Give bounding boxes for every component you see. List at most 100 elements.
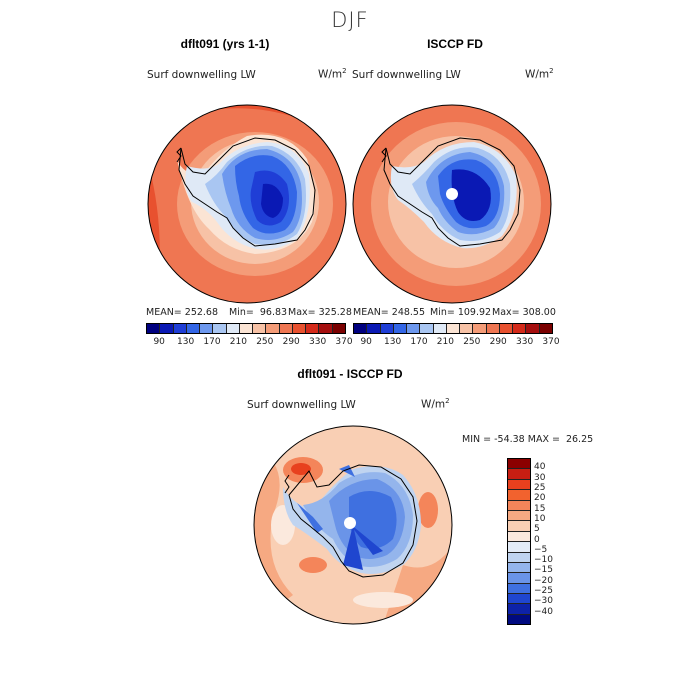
model-max-stat: Max= 325.28 [288,307,352,318]
colorbar-tick-label: 90 [153,337,165,347]
colorbar-tick-label: 210 [229,337,247,347]
model-min-stat: Min= 96.83 [229,307,288,318]
colorbar-swatch [508,459,530,469]
colorbar-tick-label: 170 [203,337,221,347]
colorbar-swatch [199,324,213,333]
colorbar-swatch [432,324,446,333]
colorbar-swatch [538,324,552,333]
colorbar-swatch [508,499,530,510]
obs-max-stat: Max= 308.00 [492,307,556,318]
colorbar-swatch [459,324,473,333]
colorbar-swatch [291,324,306,333]
colorbar-swatch [406,324,420,333]
colorbar-swatch [508,593,530,604]
colorbar-tick-label: −15 [534,565,553,576]
obs-panel-title: ISCCP FD [427,37,483,51]
diff-variable-label: Surf downwelling LW [247,399,356,411]
colorbar-swatch [485,324,499,333]
colorbar-swatch [318,324,332,333]
model-polar-map [147,104,347,304]
colorbar-tick-label: 130 [384,337,402,347]
colorbar-swatch [508,551,530,562]
colorbar-swatch [419,324,433,333]
colorbar-swatch [508,520,530,531]
colorbar-swatch [392,324,407,333]
colorbar-tick-label: 10 [534,513,546,524]
colorbar-tick-label: 250 [463,337,481,347]
obs-mean-stat: MEAN= 248.55 [353,307,426,318]
colorbar-swatch [252,324,266,333]
colorbar-swatch [238,324,253,333]
diff-colorbar-ticks: 40 30 25 20 15 10 5 0 −5 −10 −15 −20 −25 −30 −40 [534,458,574,623]
obs-colorbar-ticks: 90 130 170 210 250 290 330 370 [353,337,559,349]
colorbar-swatch [354,324,367,333]
model-colorbar-ticks: 90 130 170 210 250 290 330 370 [146,337,352,349]
colorbar-swatch [508,603,530,614]
colorbar-tick-label: 40 [534,462,546,473]
colorbar-swatch [508,509,530,521]
colorbar-swatch [508,572,530,583]
model-colorbar [146,323,346,334]
model-mean-stat: MEAN= 252.68 [146,307,219,318]
colorbar-swatch [305,324,319,333]
obs-min-stat: Min= 109.92 [430,307,492,318]
colorbar-swatch [278,324,292,333]
season-title: DJF [331,8,369,32]
colorbar-swatch [472,324,486,333]
diff-units-label: W/m2 [421,397,450,411]
colorbar-swatch [508,582,530,594]
colorbar-tick-label: 15 [534,503,546,514]
colorbar-tick-label: 90 [360,337,372,347]
colorbar-tick-label: 5 [534,524,540,535]
diff-colorbar [507,458,531,626]
colorbar-tick-label: −10 [534,555,553,566]
colorbar-tick-label: 210 [436,337,454,347]
colorbar-tick-label: 330 [516,337,534,347]
diff-panel-title: dflt091 - ISCCP FD [297,367,403,381]
colorbar-tick-label: −20 [534,575,553,586]
obs-units-label: W/m2 [525,67,554,81]
colorbar-swatch [159,324,173,333]
colorbar-tick-label: −25 [534,586,553,597]
colorbar-tick-label: 370 [335,337,353,347]
colorbar-swatch [331,324,345,333]
colorbar-swatch [508,489,530,500]
colorbar-swatch [379,324,393,333]
model-units-label: W/m2 [318,67,347,81]
obs-variable-label: Surf downwelling LW [352,69,461,81]
colorbar-swatch [508,468,530,479]
colorbar-tick-label: 290 [489,337,507,347]
colorbar-tick-label: 20 [534,493,546,504]
colorbar-swatch [265,324,279,333]
colorbar-swatch [508,613,530,625]
colorbar-swatch [445,324,460,333]
colorbar-swatch [212,324,226,333]
colorbar-tick-label: 370 [542,337,560,347]
colorbar-tick-label: 330 [309,337,327,347]
colorbar-swatch [508,530,530,542]
model-panel-title: dflt091 (yrs 1-1) [180,37,270,51]
colorbar-tick-label: −30 [534,596,553,607]
diff-minmax-stat: MIN = -54.38 MAX = 26.25 [462,434,594,445]
colorbar-tick-label: 25 [534,482,546,493]
colorbar-swatch [508,561,530,573]
colorbar-swatch [185,324,200,333]
model-variable-label: Surf downwelling LW [147,69,256,81]
colorbar-tick-label: 30 [534,472,546,483]
obs-colorbar [353,323,553,334]
colorbar-swatch [498,324,513,333]
colorbar-tick-label: −40 [534,606,553,617]
colorbar-swatch [508,541,530,552]
diff-polar-map [253,425,453,625]
colorbar-swatch [512,324,526,333]
colorbar-tick-label: 290 [282,337,300,347]
colorbar-swatch [225,324,239,333]
colorbar-swatch [147,324,160,333]
colorbar-tick-label: −5 [534,544,548,555]
colorbar-tick-label: 130 [177,337,195,347]
colorbar-tick-label: 170 [410,337,428,347]
obs-polar-map [352,104,552,304]
colorbar-tick-label: 0 [534,534,540,545]
colorbar-swatch [172,324,186,333]
colorbar-swatch [508,478,530,490]
